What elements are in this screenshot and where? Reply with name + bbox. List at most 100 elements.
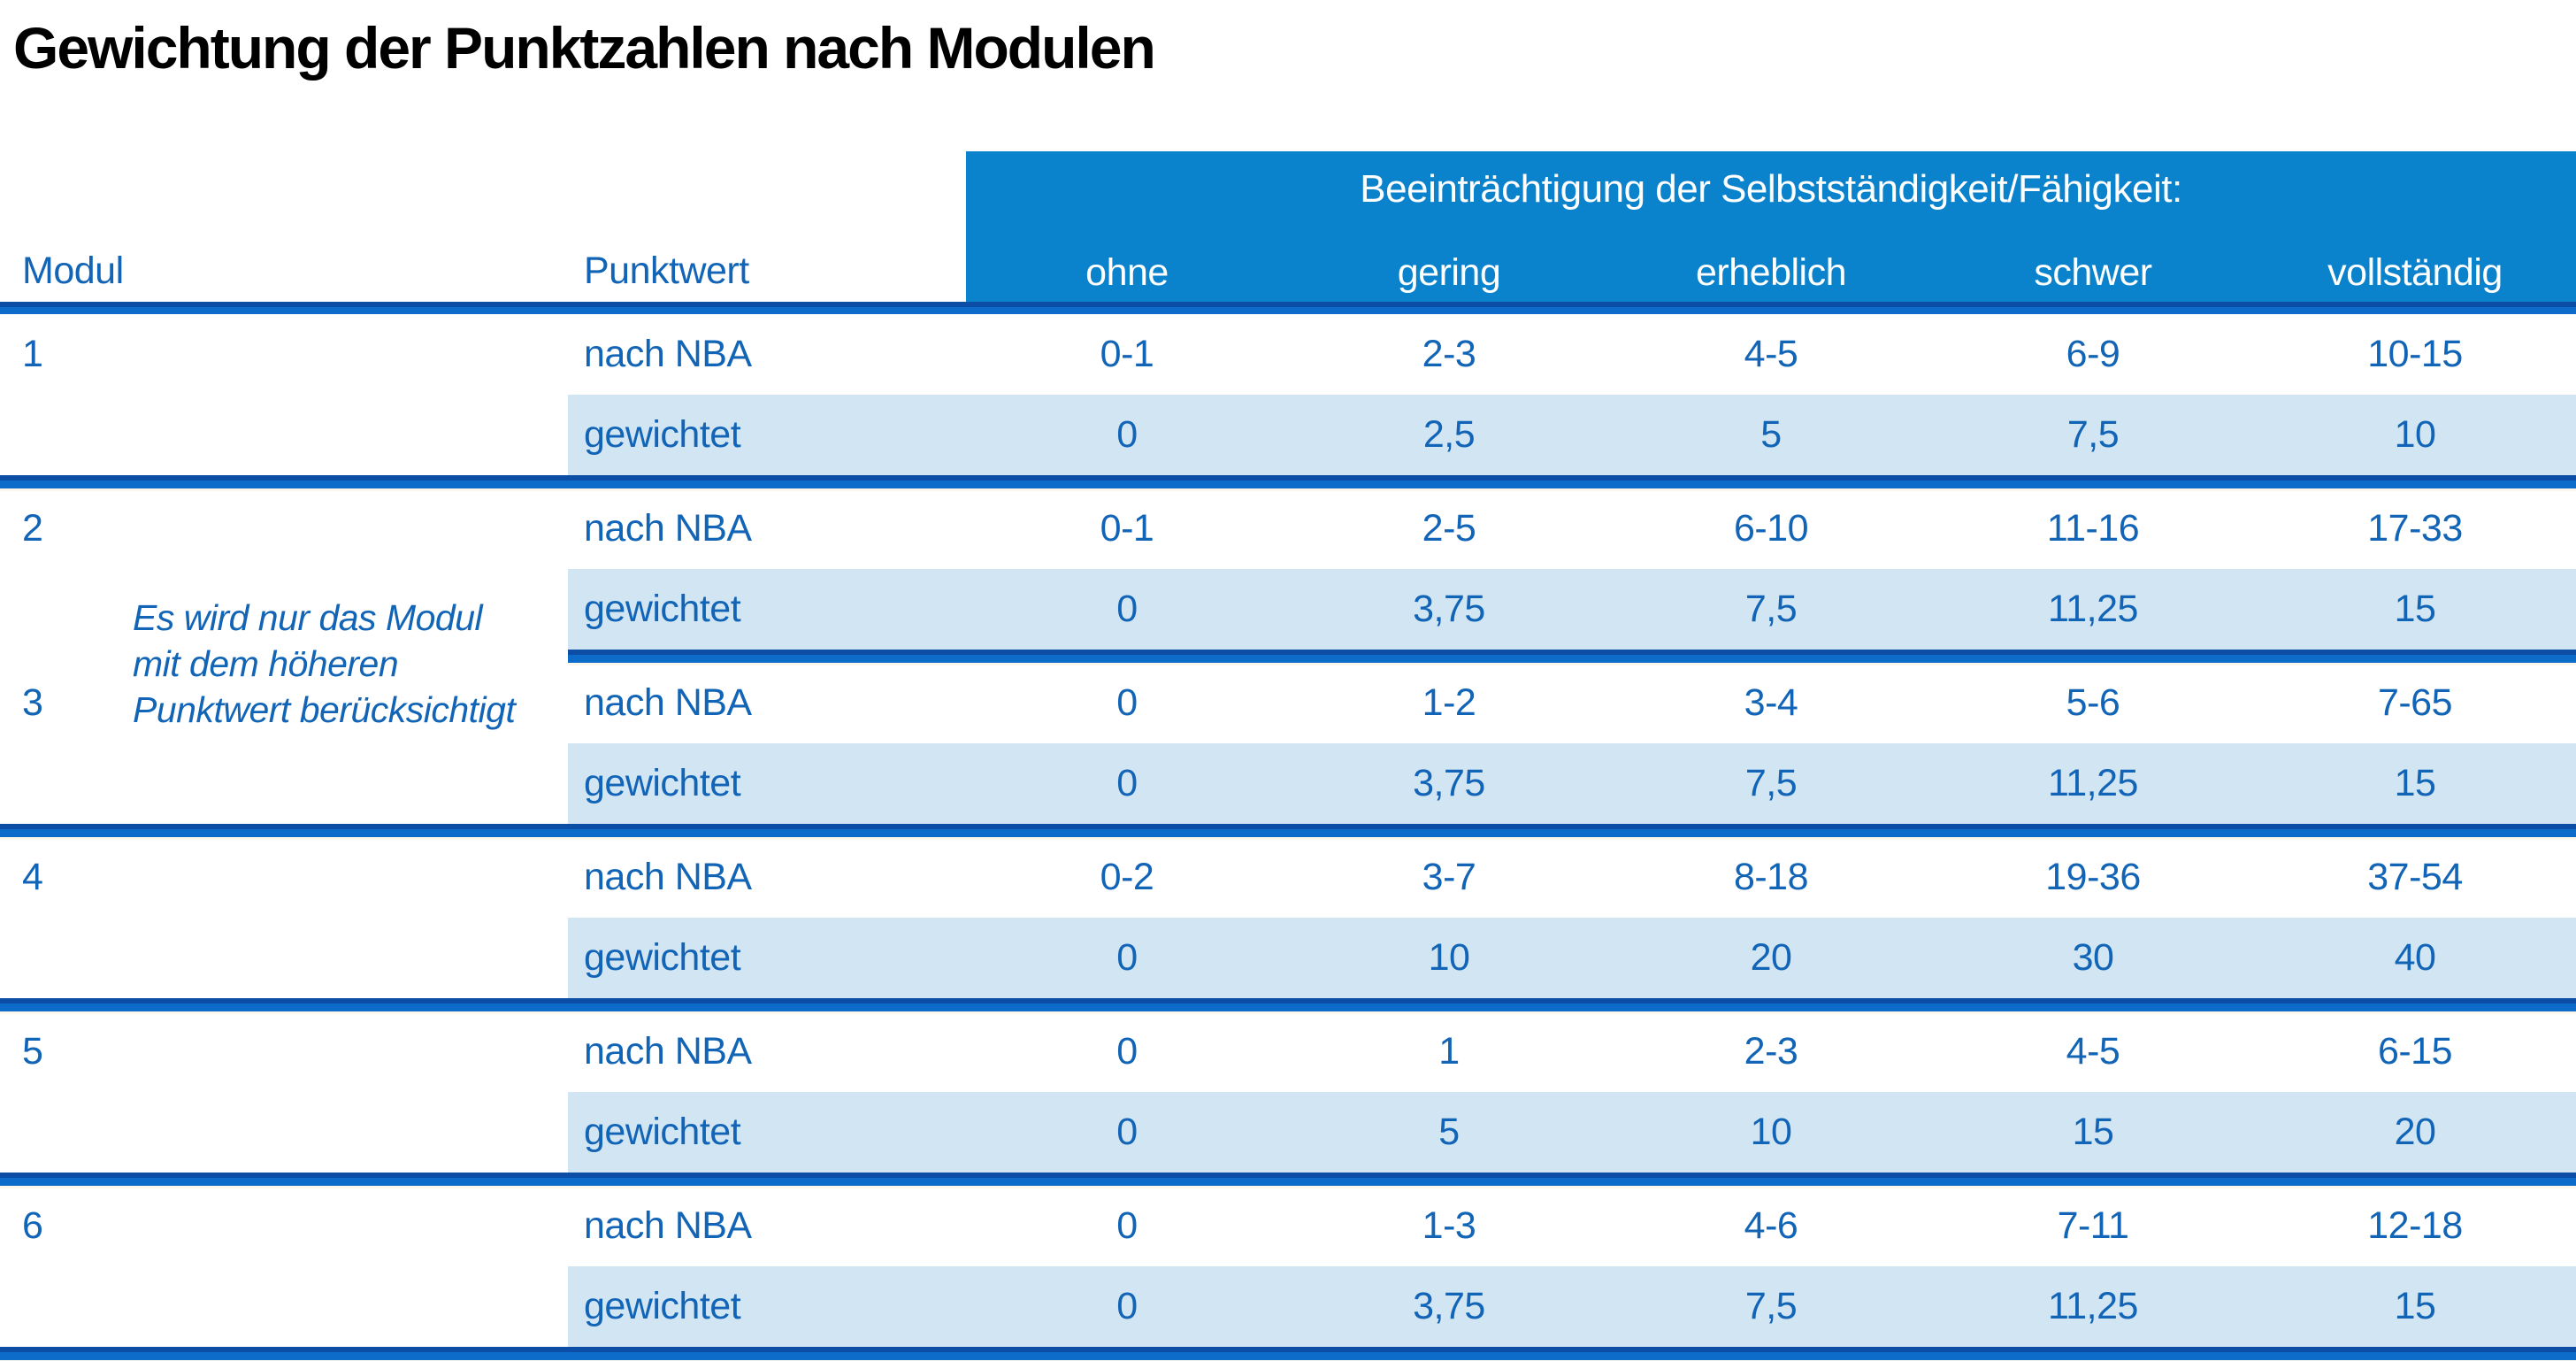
score-cell: 0 <box>1116 1111 1138 1153</box>
page-title: Gewichtung der Punktzahlen nach Modulen <box>13 15 1156 81</box>
score-cell: 2-3 <box>1744 1030 1798 1073</box>
score-cell: 4-6 <box>1744 1204 1798 1247</box>
score-cell: 11,25 <box>2048 1285 2138 1327</box>
module-number: 1 <box>22 333 43 375</box>
column-header-modul: Modul <box>22 250 124 292</box>
group-separator <box>0 1173 2576 1186</box>
score-cell: 37-54 <box>2367 856 2463 898</box>
score-cell: 10 <box>1428 936 1470 979</box>
score-cell: 1-2 <box>1422 681 1476 724</box>
score-cell: 0 <box>1116 1030 1138 1073</box>
weighted-row-band <box>568 395 2576 475</box>
score-cell: 6-9 <box>2066 333 2120 375</box>
score-cell: 15 <box>2394 1285 2436 1327</box>
score-cell: 4-5 <box>1744 333 1798 375</box>
score-cell: 6-15 <box>2377 1030 2453 1073</box>
score-cell: 11,25 <box>2048 588 2138 630</box>
score-cell: 0 <box>1116 413 1138 456</box>
severity-header-erheblich: erheblich <box>1696 251 1847 294</box>
module-number: 5 <box>22 1030 43 1073</box>
score-cell: 11-16 <box>2046 507 2140 550</box>
score-cell: 7,5 <box>1744 1285 1798 1327</box>
row-label-nba: nach NBA <box>584 1204 752 1247</box>
row-label-weighted: gewichtet <box>584 1285 741 1327</box>
row-label-weighted: gewichtet <box>584 762 741 804</box>
score-cell: 17-33 <box>2367 507 2463 550</box>
row-label-weighted: gewichtet <box>584 936 741 979</box>
score-cell: 0 <box>1116 762 1138 804</box>
score-cell: 2-5 <box>1422 507 1476 550</box>
column-header-punktwert: Punktwert <box>584 250 749 292</box>
row-label-weighted: gewichtet <box>584 588 741 630</box>
score-cell: 0 <box>1116 936 1138 979</box>
score-cell: 0 <box>1116 681 1138 724</box>
score-cell: 8-18 <box>1733 856 1809 898</box>
score-cell: 6-10 <box>1733 507 1809 550</box>
module-number: 3 <box>22 681 43 724</box>
severity-header-gering: gering <box>1397 251 1501 294</box>
weighted-row-band <box>568 918 2576 998</box>
weighted-row-band <box>568 569 2576 650</box>
group-separator <box>0 824 2576 837</box>
score-cell: 0 <box>1116 1204 1138 1247</box>
header-rule <box>0 302 2576 314</box>
score-cell: 0 <box>1116 1285 1138 1327</box>
score-cell: 12-18 <box>2367 1204 2463 1247</box>
note-line: mit dem höheren <box>133 643 399 684</box>
row-label-nba: nach NBA <box>584 681 752 724</box>
score-cell: 10-15 <box>2367 333 2463 375</box>
module-number: 6 <box>22 1204 43 1247</box>
score-cell: 0-1 <box>1100 333 1154 375</box>
note-line: Es wird nur das Modul <box>133 597 483 638</box>
score-cell: 3,75 <box>1413 762 1485 804</box>
score-cell: 0 <box>1116 588 1138 630</box>
merged-note: Es wird nur das Modul mit dem höheren Pu… <box>133 595 516 733</box>
module-2-3-merged-cell: 2 3 Es wird nur das Modul mit dem höhere… <box>0 488 568 824</box>
score-cell: 7,5 <box>1744 762 1798 804</box>
group-separator-partial <box>568 650 2576 663</box>
row-label-nba: nach NBA <box>584 507 752 550</box>
severity-header-block: Beeinträchtigung der Selbstständigkeit/F… <box>966 151 2576 314</box>
row-label-nba: nach NBA <box>584 333 752 375</box>
row-label-weighted: gewichtet <box>584 1111 741 1153</box>
score-cell: 0-2 <box>1100 856 1154 898</box>
score-cell: 0-1 <box>1100 507 1154 550</box>
score-cell: 15 <box>2394 762 2436 804</box>
severity-header-schwer: schwer <box>2034 251 2152 294</box>
score-cell: 5 <box>1438 1111 1460 1153</box>
group-separator <box>0 475 2576 488</box>
score-cell: 40 <box>2394 936 2436 979</box>
group-separator <box>0 998 2576 1011</box>
score-cell: 7,5 <box>1744 588 1798 630</box>
bottom-rule <box>0 1347 2576 1360</box>
score-cell: 5 <box>1760 413 1782 456</box>
weighted-row-band <box>568 1266 2576 1347</box>
score-cell: 19-36 <box>2045 856 2141 898</box>
score-cell: 15 <box>2394 588 2436 630</box>
severity-header-vollstaendig: vollständig <box>2327 251 2503 294</box>
score-cell: 15 <box>2072 1111 2114 1153</box>
score-cell: 3-4 <box>1744 681 1798 724</box>
score-cell: 1 <box>1438 1030 1460 1073</box>
severity-group-header: Beeinträchtigung der Selbstständigkeit/F… <box>1360 167 2182 211</box>
score-cell: 2-3 <box>1422 333 1476 375</box>
module-number: 4 <box>22 856 43 898</box>
score-cell: 20 <box>2394 1111 2436 1153</box>
score-cell: 4-5 <box>2066 1030 2120 1073</box>
score-cell: 7-11 <box>2057 1204 2129 1247</box>
score-cell: 2,5 <box>1422 413 1476 456</box>
score-cell: 20 <box>1750 936 1792 979</box>
weighting-table: Beeinträchtigung der Selbstständigkeit/F… <box>0 151 2576 1360</box>
score-cell: 30 <box>2072 936 2114 979</box>
score-cell: 3,75 <box>1413 588 1485 630</box>
score-cell: 10 <box>2394 413 2436 456</box>
score-cell: 3,75 <box>1413 1285 1485 1327</box>
row-label-nba: nach NBA <box>584 1030 752 1073</box>
weighted-row-band <box>568 1092 2576 1173</box>
score-cell: 7-65 <box>2377 681 2453 724</box>
score-cell: 5-6 <box>2066 681 2120 724</box>
row-label-weighted: gewichtet <box>584 413 741 456</box>
weighted-row-band <box>568 743 2576 824</box>
module-number: 2 <box>22 507 43 550</box>
